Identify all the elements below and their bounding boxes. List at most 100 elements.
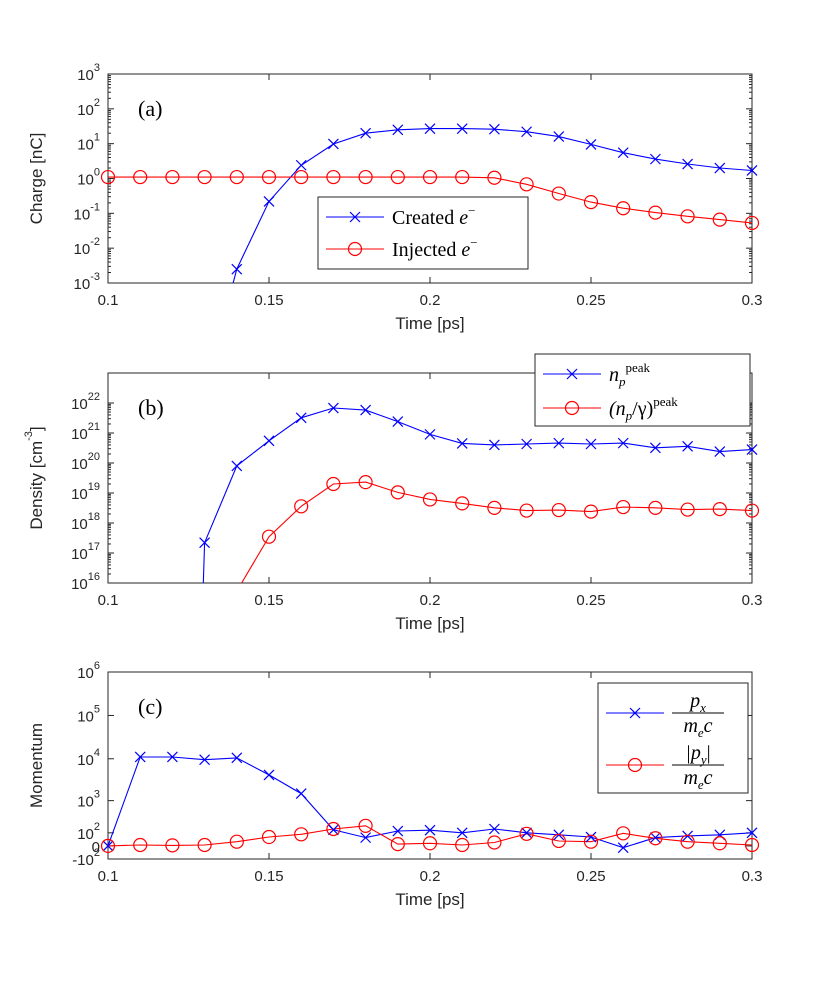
data-point-circle-marker: [261, 169, 277, 185]
legend-fraction-denominator: mec: [683, 767, 712, 792]
data-point-x-marker: [360, 127, 372, 139]
data-point-circle-marker: [261, 529, 277, 544]
y-tick-base: 10: [77, 826, 94, 843]
data-point-x-marker: [488, 123, 500, 135]
y-tick-exponent: 1: [94, 132, 100, 144]
y-axis-label: Momentum: [27, 723, 46, 808]
marker-stroke: [295, 788, 307, 799]
legend-x-marker: [566, 368, 578, 380]
marker-stroke: [617, 147, 629, 159]
data-point-x-marker: [456, 827, 468, 839]
marker-stroke: [746, 444, 758, 456]
legend-label-sup: peak: [626, 360, 651, 375]
y-axis-label-close: ]: [27, 426, 46, 431]
data-point-circle-marker: [197, 837, 212, 853]
data-point-x-marker: [585, 831, 597, 843]
y-tick-label: 102: [77, 821, 100, 843]
legend-num-sub: y: [699, 752, 707, 767]
y-tick-base: 10: [77, 102, 94, 119]
panel-label: (a): [138, 96, 162, 121]
data-point-circle-marker: [519, 503, 534, 518]
data-point-circle-marker: [487, 170, 502, 185]
data-point-x-marker: [521, 438, 533, 450]
x-tick-label: 0.1: [98, 592, 119, 609]
marker-stroke: [392, 124, 404, 136]
panel-label: (c): [138, 694, 162, 719]
y-tick-exponent: -3: [90, 271, 100, 283]
marker-stroke: [199, 754, 211, 766]
y-tick-exponent: 4: [94, 747, 100, 759]
data-point-circle-marker: [583, 195, 599, 210]
data-point-x-marker: [521, 827, 533, 839]
y-tick-exponent: 2: [94, 97, 100, 109]
legend-x-marker: [629, 707, 641, 719]
data-point-circle-marker: [551, 833, 566, 849]
data-point-circle-marker: [583, 504, 599, 519]
legend-label-sup: peak: [653, 394, 678, 409]
marker-stroke: [617, 842, 629, 854]
data-point-circle-marker: [422, 169, 438, 185]
data-point-x-marker: [392, 825, 404, 837]
y-tick-exponent: 0: [94, 167, 100, 179]
y-axis-label-sup: -3: [23, 431, 35, 441]
legend-label-sub: p: [618, 374, 626, 389]
y-tick-exponent: 19: [88, 481, 100, 493]
data-point-circle-marker: [455, 169, 470, 185]
y-tick-base: -10: [72, 852, 94, 869]
data-point-circle-marker: [326, 821, 341, 837]
x-tick-label: 0.1: [98, 292, 119, 309]
data-point-circle-marker: [358, 475, 373, 490]
marker-stroke: [295, 412, 307, 424]
data-point-x-marker: [746, 827, 758, 839]
y-tick-label: 1018: [71, 511, 100, 533]
y-tick-exponent: 20: [88, 451, 100, 463]
data-point-x-marker: [102, 840, 114, 852]
marker-stroke: [327, 138, 339, 150]
y-tick-base: 10: [71, 456, 88, 473]
marker-stroke: [649, 832, 661, 844]
marker-stroke: [649, 442, 661, 454]
legend-label-var: n: [609, 364, 619, 386]
y-axis-label: Charge [nC]: [27, 133, 46, 225]
marker-stroke: [166, 751, 178, 763]
data-point-x-marker: [649, 442, 661, 454]
data-point-circle-marker: [165, 169, 180, 185]
marker-stroke: [456, 827, 468, 839]
data-point-circle-marker: [680, 209, 695, 224]
data-point-circle-marker: [551, 186, 566, 201]
x-tick-label: 0.3: [742, 292, 763, 309]
data-point-x-marker: [488, 823, 500, 835]
marker-stroke: [327, 402, 339, 414]
data-point-x-marker: [166, 751, 178, 763]
marker-stroke: [424, 824, 436, 836]
marker-stroke: [521, 438, 533, 450]
y-tick-label: 1022: [71, 391, 100, 413]
data-point-x-marker: [521, 126, 533, 138]
legend-label: nppeak: [609, 360, 651, 389]
data-point-circle-marker: [358, 169, 373, 185]
legend-den-sub: e: [698, 725, 704, 740]
y-tick-base: 10: [77, 708, 94, 725]
data-point-circle-marker: [712, 502, 727, 517]
y-tick-exponent: 16: [88, 571, 100, 583]
x-tick-label: 0.1: [98, 868, 119, 885]
data-point-circle-marker: [294, 499, 309, 514]
legend-item: (np/γ)peak: [543, 394, 678, 423]
marker-stroke: [682, 440, 694, 452]
data-point-circle-marker: [390, 169, 405, 185]
data-point-circle-marker: [390, 485, 405, 500]
data-point-x-marker: [392, 416, 404, 428]
data-point-x-marker: [585, 438, 597, 450]
marker-stroke: [392, 416, 404, 428]
data-point-x-marker: [295, 159, 307, 171]
marker-stroke: [746, 165, 758, 176]
plot-area: [108, 128, 752, 283]
data-point-x-marker: [488, 439, 500, 451]
legend-label-sup: −: [470, 235, 477, 250]
data-point-circle-marker: [680, 834, 695, 849]
legend-item: nppeak: [543, 360, 651, 389]
data-point-circle-marker: [165, 838, 180, 853]
data-point-circle-marker: [519, 826, 534, 841]
data-point-circle-marker: [294, 827, 309, 842]
